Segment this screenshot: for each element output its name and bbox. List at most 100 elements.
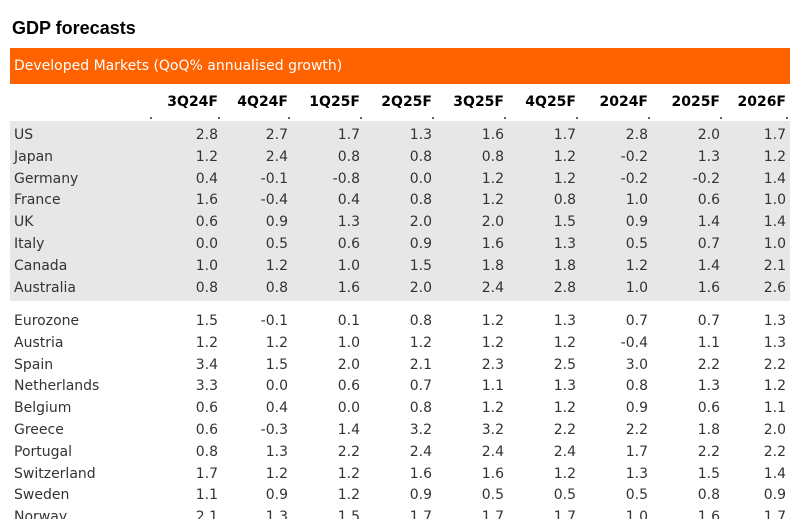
tick-mark bbox=[720, 117, 722, 119]
forecast-value: -0.2 bbox=[620, 170, 648, 187]
table-row: Belgium 0.6 0.4 0.0 0.8 1.2 1.2 0.9 0.6 1.1 bbox=[10, 398, 790, 420]
forecast-value: 1.8 bbox=[553, 257, 576, 274]
forecast-value: 1.0 bbox=[337, 334, 360, 351]
forecast-value: 1.7 bbox=[625, 443, 648, 460]
forecast-value: 1.4 bbox=[337, 421, 360, 438]
forecast-value: 0.5 bbox=[265, 235, 288, 252]
forecast-value: 1.3 bbox=[763, 313, 786, 329]
forecast-value: 1.2 bbox=[481, 313, 504, 329]
forecast-value: 2.4 bbox=[409, 443, 432, 460]
table-row: France 1.6 -0.4 0.4 0.8 1.2 0.8 1.0 0.6 1.0 bbox=[10, 190, 790, 212]
forecast-value: 1.3 bbox=[337, 214, 360, 231]
forecast-value: 1.2 bbox=[553, 465, 576, 482]
forecast-value: 1.5 bbox=[265, 356, 288, 373]
forecast-value: 2.4 bbox=[265, 148, 288, 165]
forecast-value: 2.2 bbox=[697, 443, 720, 460]
forecast-value: -0.2 bbox=[620, 148, 648, 165]
forecast-value: 1.3 bbox=[763, 334, 786, 351]
forecast-value: 3.2 bbox=[481, 421, 504, 438]
tick-mark bbox=[504, 117, 506, 119]
column-tick-marks bbox=[10, 117, 790, 120]
forecast-value: 0.9 bbox=[763, 487, 786, 504]
forecast-value: 1.0 bbox=[625, 279, 648, 296]
forecast-value: 1.6 bbox=[409, 465, 432, 482]
forecast-value: 1.4 bbox=[763, 465, 786, 482]
forecast-value: 1.2 bbox=[337, 465, 360, 482]
forecast-value: 1.2 bbox=[553, 148, 576, 165]
forecast-value: 0.8 bbox=[625, 378, 648, 395]
forecast-value: 1.2 bbox=[481, 400, 504, 417]
country-name: Portugal bbox=[14, 443, 72, 460]
forecast-value: 2.0 bbox=[481, 214, 504, 231]
forecast-value: 2.2 bbox=[763, 356, 786, 373]
forecast-value: 0.9 bbox=[625, 400, 648, 417]
forecast-value: -0.1 bbox=[260, 170, 288, 187]
forecast-value: 2.0 bbox=[697, 127, 720, 143]
country-name: US bbox=[14, 127, 34, 143]
table-row: Italy 0.0 0.5 0.6 0.9 1.6 1.3 0.5 0.7 1.0 bbox=[10, 234, 790, 256]
table-row: Switzerland 1.7 1.2 1.2 1.6 1.6 1.2 1.3 1.5 1.4 bbox=[10, 464, 790, 486]
forecast-value: 0.7 bbox=[697, 235, 720, 252]
forecast-value: 1.2 bbox=[409, 334, 432, 351]
forecast-value: 1.7 bbox=[409, 509, 432, 519]
country-name: Sweden bbox=[14, 487, 70, 504]
forecast-value: 2.2 bbox=[763, 443, 786, 460]
forecast-value: 0.8 bbox=[481, 148, 504, 165]
forecast-value: 1.2 bbox=[553, 400, 576, 417]
forecast-value: 0.5 bbox=[625, 235, 648, 252]
forecast-value: 1.2 bbox=[481, 170, 504, 187]
forecast-value: 2.3 bbox=[481, 356, 504, 373]
forecast-value: 1.8 bbox=[697, 421, 720, 438]
column-header: 2Q25F bbox=[381, 94, 432, 110]
forecast-value: 1.2 bbox=[195, 148, 218, 165]
forecast-value: 1.6 bbox=[697, 509, 720, 519]
forecast-value: 1.5 bbox=[337, 509, 360, 519]
forecast-value: 1.3 bbox=[553, 313, 576, 329]
forecast-value: 1.6 bbox=[195, 192, 218, 209]
forecast-value: 0.8 bbox=[697, 487, 720, 504]
forecast-value: 1.2 bbox=[625, 257, 648, 274]
forecast-value: 1.2 bbox=[763, 378, 786, 395]
country-name: Spain bbox=[14, 356, 54, 373]
forecast-value: 1.7 bbox=[763, 127, 786, 143]
forecast-value: 1.4 bbox=[763, 214, 786, 231]
column-header: 3Q24F bbox=[167, 94, 218, 110]
forecast-value: 2.0 bbox=[409, 279, 432, 296]
country-name: Eurozone bbox=[14, 313, 80, 329]
column-header: 2026F bbox=[737, 94, 786, 110]
country-name: France bbox=[14, 192, 61, 209]
forecast-value: 0.4 bbox=[337, 192, 360, 209]
column-header: 3Q25F bbox=[453, 94, 504, 110]
forecast-value: 1.7 bbox=[553, 127, 576, 143]
forecast-value: 1.7 bbox=[195, 465, 218, 482]
forecast-value: 0.5 bbox=[625, 487, 648, 504]
forecast-value: 0.0 bbox=[195, 235, 218, 252]
forecast-value: 1.2 bbox=[265, 334, 288, 351]
forecast-value: 2.2 bbox=[553, 421, 576, 438]
column-header-row: 3Q24F 4Q24F 1Q25F 2Q25F 3Q25F 4Q25F 2024… bbox=[10, 89, 790, 115]
forecast-value: 0.8 bbox=[195, 443, 218, 460]
forecast-value: 2.1 bbox=[195, 509, 218, 519]
forecast-value: 0.9 bbox=[409, 487, 432, 504]
forecast-value: 0.5 bbox=[481, 487, 504, 504]
forecast-value: 1.5 bbox=[697, 465, 720, 482]
forecast-value: 1.0 bbox=[195, 257, 218, 274]
forecast-value: 2.4 bbox=[481, 443, 504, 460]
country-name: Australia bbox=[14, 279, 76, 296]
forecast-value: 1.2 bbox=[265, 465, 288, 482]
forecast-value: 0.0 bbox=[409, 170, 432, 187]
forecast-value: 0.6 bbox=[697, 400, 720, 417]
forecast-value: -0.2 bbox=[692, 170, 720, 187]
tick-mark bbox=[218, 117, 220, 119]
country-name: Netherlands bbox=[14, 378, 100, 395]
forecast-value: 1.5 bbox=[195, 313, 218, 329]
forecast-value: 1.5 bbox=[409, 257, 432, 274]
forecast-value: 0.7 bbox=[697, 313, 720, 329]
forecast-value: 1.7 bbox=[337, 127, 360, 143]
forecast-value: 1.1 bbox=[697, 334, 720, 351]
table-row: US 2.8 2.7 1.7 1.3 1.6 1.7 2.8 2.0 1.7 bbox=[10, 125, 790, 147]
forecast-value: 0.8 bbox=[409, 400, 432, 417]
forecast-value: -0.8 bbox=[332, 170, 360, 187]
forecast-value: 0.6 bbox=[697, 192, 720, 209]
